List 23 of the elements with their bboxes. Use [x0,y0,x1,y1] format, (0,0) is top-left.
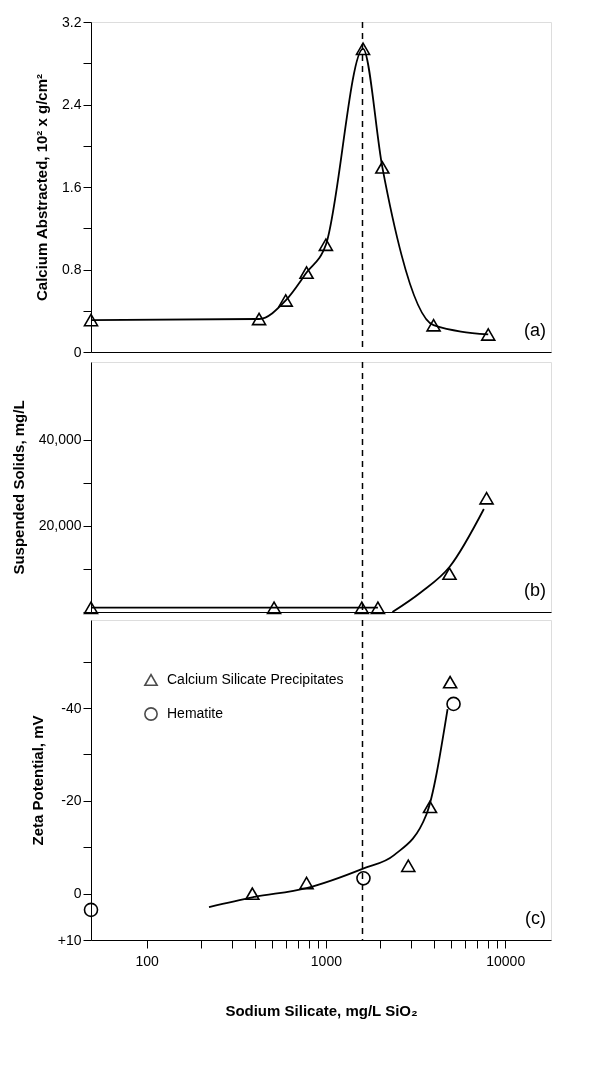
x-axis-title: Sodium Silicate, mg/L SiO₂ [225,1001,418,1019]
y-tick-label: 40,000 [38,431,82,448]
y-tick-label: 20,000 [38,517,82,534]
y-axis-title: Calcium Abstracted, 10² x g/cm² [33,73,51,302]
annotation: (a) [524,320,546,340]
y-tick-label: 0 [73,885,82,902]
y-tick-label: 3.2 [62,13,82,30]
annotation: (b) [524,580,546,600]
x-tick-label: 1000 [310,952,343,969]
legend-label: Calcium Silicate Precipitates [167,671,344,687]
x-tick-label: 100 [135,952,159,969]
y-tick-label: 2.4 [62,96,82,112]
annotation: (c) [525,908,546,928]
y-tick-label: 0.8 [62,261,82,277]
y-tick-label: 1.6 [62,178,82,195]
y-axis-title: Suspended Solids, mg/L [9,400,27,575]
legend-label: Hematite [167,705,224,721]
y-axis-title: Zeta Potential, mV [28,715,46,846]
y-tick-label: -20 [61,792,82,809]
y-tick-label: -40 [61,699,82,716]
y-tick-label: +10 [57,931,82,948]
x-tick-label: 10000 [486,952,526,969]
y-tick-label: 0 [73,343,82,360]
